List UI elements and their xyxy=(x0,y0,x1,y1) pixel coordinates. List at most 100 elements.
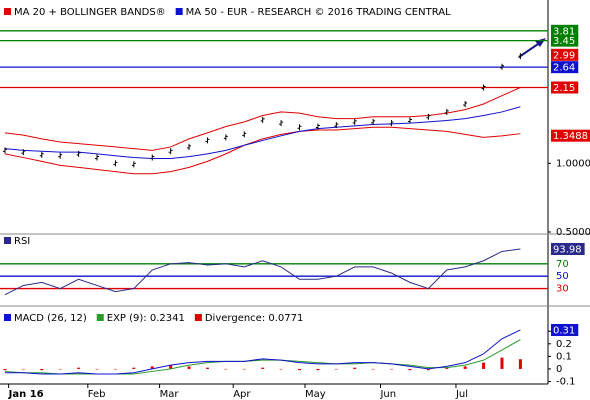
value-box-label: 2.15 xyxy=(553,83,575,94)
y-tick-label: 0 xyxy=(556,364,562,375)
level-label: 50 xyxy=(556,271,569,282)
value-box-label: 2.99 xyxy=(553,50,575,61)
legend-label: MA 20 + BOLLINGER BANDS® xyxy=(14,7,166,18)
divergence-bar xyxy=(279,368,283,370)
price-bar xyxy=(2,147,7,154)
value-box-label: 0.31 xyxy=(553,325,575,336)
divergence-bar xyxy=(261,367,265,369)
ma50-line xyxy=(4,106,521,159)
value-box xyxy=(551,24,579,37)
legend-label: EXP (9): 0.2341 xyxy=(107,313,185,324)
value-box xyxy=(551,242,585,255)
divergence-bar xyxy=(334,368,338,370)
price-bar xyxy=(352,118,357,125)
divergence-bar xyxy=(169,365,173,369)
price-bar xyxy=(297,124,302,131)
legend-label: MACD (26, 12) xyxy=(14,313,87,324)
x-tick-label: Feb xyxy=(88,389,106,400)
divergence-bar xyxy=(77,367,81,369)
price-bar xyxy=(113,160,118,167)
x-tick-label: May xyxy=(305,389,326,400)
divergence-bar xyxy=(40,368,44,371)
divergence-bar xyxy=(3,368,7,371)
y-tick-label: 1.0000 xyxy=(556,158,590,169)
value-box xyxy=(551,48,579,61)
value-box-label: 3.45 xyxy=(553,36,575,47)
value-box xyxy=(551,129,590,142)
level-label: 70 xyxy=(556,259,569,270)
divergence-bar xyxy=(297,368,301,371)
divergence-bar xyxy=(95,368,99,370)
divergence-bar xyxy=(58,368,62,370)
price-bar xyxy=(426,113,431,120)
price-bar xyxy=(242,131,247,138)
divergence-bar xyxy=(242,368,246,370)
value-box-label: 2.64 xyxy=(553,63,575,74)
price-bar xyxy=(168,148,173,155)
legend-label: MA 50 - EUR - RESEARCH © 2016 TRADING CE… xyxy=(186,7,451,18)
price-bar xyxy=(481,84,486,91)
x-tick-label: Jun xyxy=(379,389,396,400)
price-bar xyxy=(58,152,63,159)
legend-swatch xyxy=(175,8,183,15)
level-label: 30 xyxy=(556,284,569,295)
price-bar xyxy=(21,149,26,156)
divergence-bar xyxy=(132,367,136,369)
price-bar xyxy=(39,151,44,158)
divergence-bar xyxy=(500,357,504,369)
price-bar xyxy=(279,120,284,127)
legend-swatch xyxy=(4,314,11,321)
price-bar xyxy=(95,154,100,161)
price-bar xyxy=(205,137,210,144)
macd-line xyxy=(4,329,521,375)
price-bar xyxy=(223,134,228,141)
divergence-bar xyxy=(371,368,375,370)
divergence-bar xyxy=(316,368,320,371)
value-box-label: 1.3488 xyxy=(553,131,588,142)
price-bar xyxy=(444,108,449,115)
value-box-label: 93.98 xyxy=(553,244,582,255)
price-bar xyxy=(463,101,468,108)
price-bar xyxy=(499,63,504,70)
y-tick-label: 0.2 xyxy=(556,339,572,350)
divergence-bar xyxy=(113,368,117,370)
x-tick-label: Jul xyxy=(455,389,468,400)
divergence-bar xyxy=(150,366,154,369)
divergence-bar xyxy=(21,368,25,370)
legend-swatch xyxy=(194,314,202,321)
rsi-line xyxy=(4,248,521,296)
price-bar xyxy=(131,161,136,168)
price-bar xyxy=(518,53,523,60)
divergence-bar xyxy=(463,366,467,369)
value-box xyxy=(551,81,579,94)
price-bar xyxy=(150,154,155,161)
price-bar xyxy=(389,120,394,127)
y-tick-label: 0.5000 xyxy=(556,227,590,238)
divergence-bar xyxy=(353,367,357,369)
divergence-bar xyxy=(445,367,449,369)
price-bar xyxy=(76,150,81,157)
price-bar xyxy=(407,117,412,124)
bollinger-upper xyxy=(4,87,521,151)
x-tick-label: Apr xyxy=(233,389,251,400)
price-bar xyxy=(315,123,320,130)
value-box xyxy=(551,61,579,74)
legend-swatch xyxy=(96,314,104,321)
divergence-bar xyxy=(518,359,522,369)
legend-swatch xyxy=(4,8,11,15)
value-box-label: 3.81 xyxy=(553,26,575,37)
legend-label: Divergence: 0.0771 xyxy=(205,313,304,324)
price-bar xyxy=(334,122,339,129)
y-tick-label: 0.1 xyxy=(556,351,572,362)
legend-swatch xyxy=(4,237,11,244)
value-box xyxy=(551,323,579,336)
divergence-bar xyxy=(426,368,430,371)
divergence-bar xyxy=(482,362,486,369)
price-bar xyxy=(187,143,192,150)
x-tick-label: Jan 16 xyxy=(8,389,44,400)
x-tick-label: Mar xyxy=(160,389,180,400)
value-box xyxy=(551,34,579,47)
y-tick-label: -0.1 xyxy=(556,376,576,387)
